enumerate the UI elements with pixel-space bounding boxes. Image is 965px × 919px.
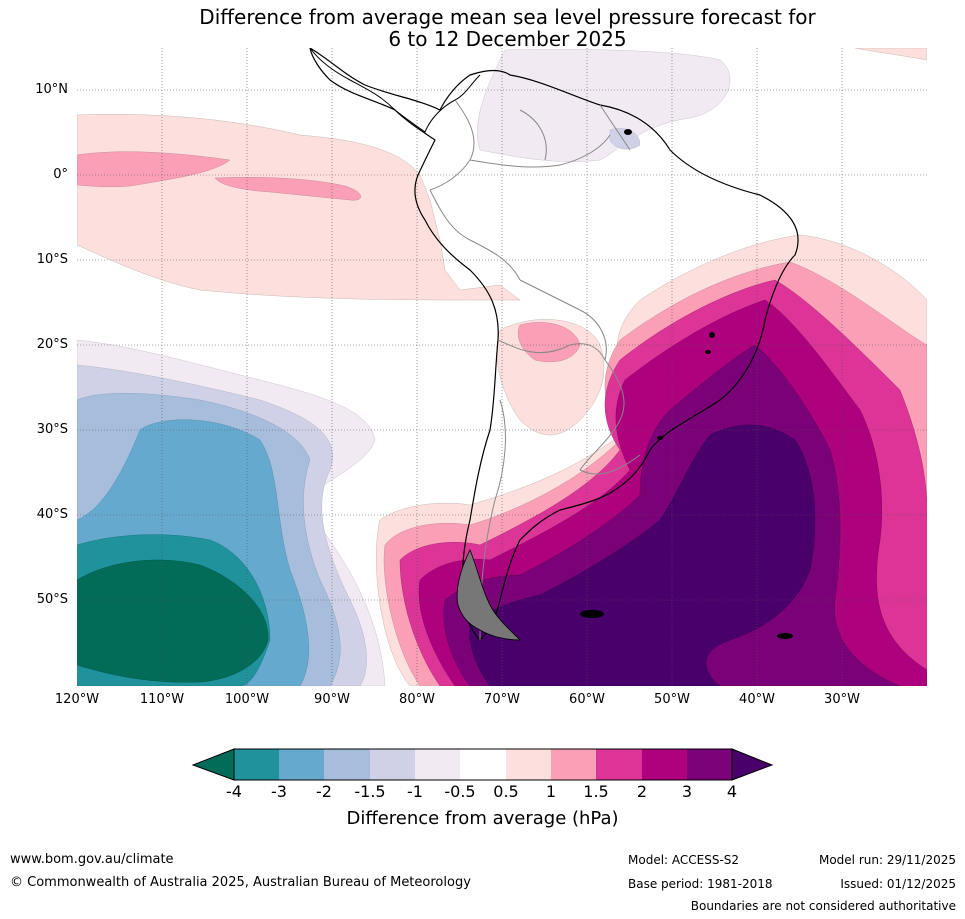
colorbar-tick: -3 — [271, 782, 287, 801]
lon-label-60w: 60°W — [569, 692, 605, 707]
colorbar-tick: 4 — [726, 782, 738, 801]
colorbar-tick: 1 — [545, 782, 557, 801]
lat-label-10s: 10°S — [36, 252, 68, 267]
coastline-south-america — [309, 48, 799, 641]
lat-label-0: 0° — [53, 167, 68, 182]
colorbar-tick: -1 — [407, 782, 423, 801]
lat-label-10n: 10°N — [35, 82, 68, 97]
copyright-text: © Commonwealth of Australia 2025, Austra… — [10, 875, 471, 890]
lon-label-30w: 30°W — [824, 692, 860, 707]
colorbar-segment — [460, 749, 506, 780]
lat-label-30s: 30°S — [36, 422, 68, 437]
contour-sp-4 — [77, 559, 269, 683]
contour-pacific-1b — [214, 177, 361, 201]
colorbar-tick: 3 — [681, 782, 693, 801]
colorbar-frame — [233, 748, 733, 781]
graticule — [77, 48, 927, 686]
colorbar-segment — [324, 749, 370, 780]
lon-label-90w: 90°W — [314, 692, 350, 707]
map-title-line1: Difference from average mean sea level p… — [199, 5, 816, 29]
colorbar-label: Difference from average (hPa) — [346, 808, 619, 829]
colorbar-segment — [234, 749, 279, 780]
colorbar-segment — [370, 749, 415, 780]
colorbar-segment — [415, 749, 460, 780]
disclaimer-text: Boundaries are not considered authoritat… — [690, 899, 956, 913]
colorbar-tick: 1.5 — [583, 782, 609, 801]
islands — [580, 129, 793, 639]
colorbar-max-extend — [731, 748, 774, 781]
lon-label-120w: 120°W — [54, 692, 100, 707]
colorbar-segment — [551, 749, 596, 780]
coastline-patagonia — [456, 549, 521, 641]
contour-ne-corner — [854, 48, 927, 61]
colorbar-segment — [596, 749, 642, 780]
lon-label-40w: 40°W — [739, 692, 775, 707]
colorbar-segment — [642, 749, 687, 780]
colorbar-tick: 2 — [636, 782, 648, 801]
base-period-text: Base period: 1981-2018 — [628, 877, 773, 891]
website-link[interactable]: www.bom.gov.au/climate — [10, 852, 174, 867]
contour-pacific-1 — [77, 151, 231, 188]
lon-label-100w: 100°W — [224, 692, 270, 707]
lat-label-20s: 20°S — [36, 337, 68, 352]
coastline-central-america — [309, 48, 481, 133]
map-title-line2: 6 to 12 December 2025 — [388, 27, 627, 51]
colorbar-segment — [279, 749, 324, 780]
lat-label-50s: 50°S — [36, 592, 68, 607]
lon-label-80w: 80°W — [399, 692, 435, 707]
colorbar-tick: 0.5 — [493, 782, 519, 801]
model-run-text: Model run: 29/11/2025 — [818, 853, 956, 867]
colorbar-min-extend — [191, 748, 235, 781]
colorbar-tick: -1.5 — [354, 782, 386, 801]
lat-label-40s: 40°S — [36, 507, 68, 522]
contour-north-negative-1 — [609, 128, 641, 150]
model-text: Model: ACCESS-S2 — [628, 853, 740, 867]
colorbar-segment — [506, 749, 551, 780]
issued-text: Issued: 01/12/2025 — [840, 877, 956, 891]
colorbar-segment — [687, 749, 732, 780]
lon-label-70w: 70°W — [484, 692, 520, 707]
lon-label-50w: 50°W — [654, 692, 690, 707]
colorbar-tick: -0.5 — [444, 782, 476, 801]
colorbar-tick: -4 — [226, 782, 242, 801]
colorbar-tick: -2 — [316, 782, 332, 801]
lon-label-110w: 110°W — [139, 692, 185, 707]
